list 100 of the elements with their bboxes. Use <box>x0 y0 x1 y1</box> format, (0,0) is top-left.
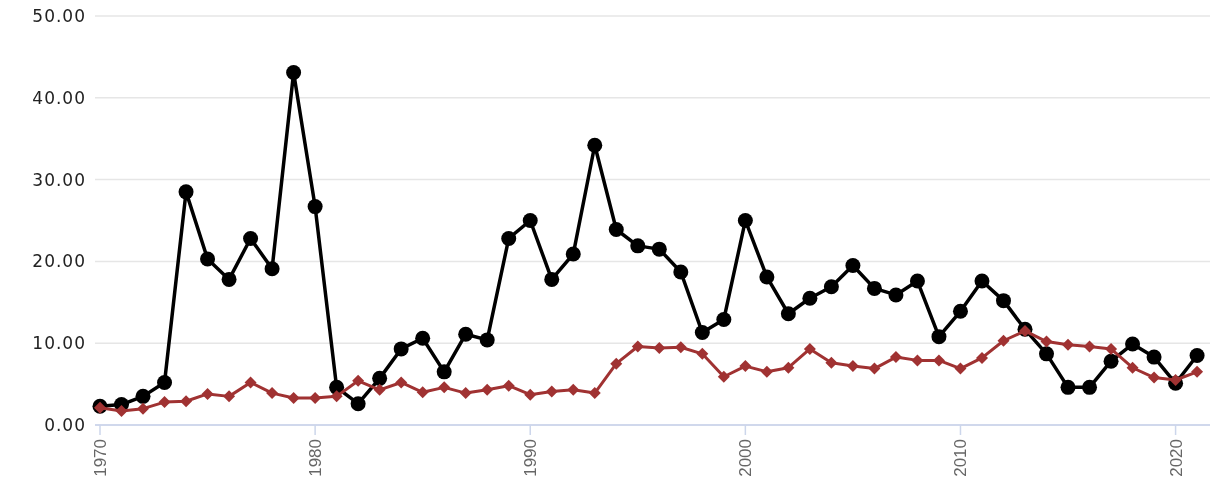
point <box>802 290 818 306</box>
point <box>739 360 752 373</box>
point <box>330 390 343 403</box>
point <box>200 251 216 267</box>
x-tick-label: 1990 <box>521 439 541 477</box>
point <box>223 390 236 403</box>
point <box>780 306 796 322</box>
point <box>286 64 302 80</box>
point <box>1040 335 1053 348</box>
point <box>373 383 386 396</box>
point <box>502 379 515 392</box>
point <box>438 381 451 394</box>
point <box>458 326 474 342</box>
point <box>307 199 323 215</box>
point <box>244 376 257 389</box>
point <box>975 351 988 364</box>
point <box>587 137 603 153</box>
point <box>716 311 732 327</box>
point <box>180 395 193 408</box>
y-tick-label: 30.00 <box>32 169 86 190</box>
point <box>610 357 623 370</box>
point <box>1126 361 1139 374</box>
point <box>630 238 646 254</box>
point <box>115 405 128 418</box>
point <box>909 273 925 289</box>
point <box>415 330 431 346</box>
point <box>694 325 710 341</box>
point <box>868 362 881 375</box>
x-tick-label: 2010 <box>951 439 971 477</box>
point <box>567 383 580 396</box>
point <box>565 246 581 262</box>
point <box>974 273 990 289</box>
point <box>352 374 365 387</box>
point <box>1169 374 1182 387</box>
point <box>416 386 429 399</box>
point <box>673 264 689 280</box>
y-tick-label: 20.00 <box>32 251 86 272</box>
point <box>1189 347 1205 363</box>
point <box>522 213 538 228</box>
point <box>717 370 730 383</box>
point <box>889 351 902 364</box>
point <box>544 271 560 287</box>
point <box>264 261 280 277</box>
point <box>1103 353 1119 369</box>
point <box>266 387 279 400</box>
y-tick-label: 40.00 <box>32 87 86 108</box>
point <box>137 402 150 415</box>
point <box>1148 371 1161 384</box>
point <box>221 271 237 287</box>
point <box>759 269 775 285</box>
point <box>524 388 537 401</box>
point <box>846 360 859 373</box>
point <box>372 370 388 386</box>
point <box>135 388 151 404</box>
x-tick-label: 1980 <box>306 439 326 477</box>
point <box>651 241 667 257</box>
point <box>997 334 1010 347</box>
point <box>1105 342 1118 355</box>
point <box>845 257 861 273</box>
x-tick-label: 2000 <box>736 439 756 477</box>
point <box>954 362 967 375</box>
y-tick-label: 10.00 <box>32 333 86 354</box>
point <box>631 340 644 353</box>
point <box>696 347 709 360</box>
x-tick-label: 1970 <box>90 439 110 477</box>
x-tick-label: 2020 <box>1166 439 1186 477</box>
point <box>1039 346 1055 362</box>
point <box>243 231 259 246</box>
point <box>952 303 968 319</box>
point <box>1083 340 1096 353</box>
point <box>545 385 558 398</box>
point <box>823 279 839 295</box>
point <box>608 222 624 237</box>
y-tick-label: 0.00 <box>44 414 86 435</box>
y-tick-label: 50.00 <box>32 5 86 26</box>
point <box>737 213 753 228</box>
point <box>803 342 816 355</box>
point <box>201 387 214 400</box>
point <box>866 280 882 296</box>
point <box>1125 336 1141 352</box>
point <box>350 396 366 412</box>
point <box>436 364 452 380</box>
point <box>287 392 300 405</box>
point <box>931 329 947 345</box>
point <box>1146 349 1162 365</box>
point <box>888 287 904 303</box>
point <box>1191 365 1204 378</box>
point <box>178 184 194 200</box>
point <box>825 356 838 369</box>
point <box>459 387 472 400</box>
point <box>479 332 495 348</box>
point <box>782 361 795 374</box>
point <box>157 374 173 390</box>
point <box>481 383 494 396</box>
point <box>995 293 1011 309</box>
point <box>393 341 409 357</box>
point <box>588 387 601 400</box>
point <box>653 342 666 355</box>
point <box>158 396 171 409</box>
point <box>1082 379 1098 395</box>
